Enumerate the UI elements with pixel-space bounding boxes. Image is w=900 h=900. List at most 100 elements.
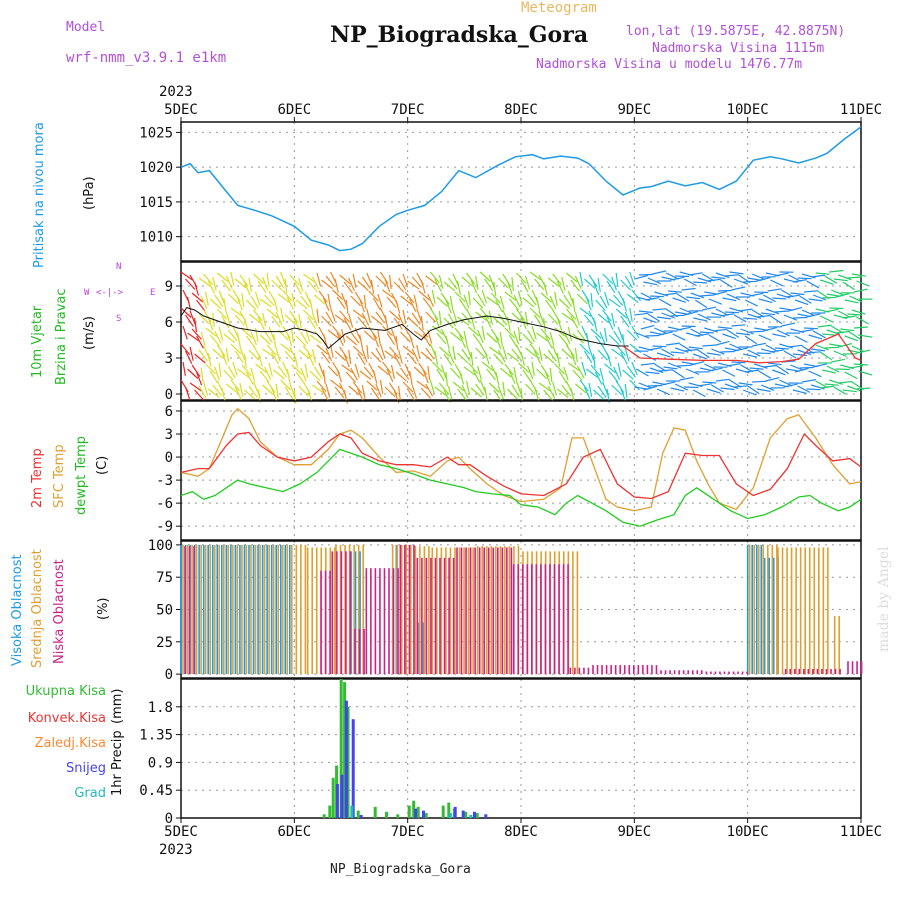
wind-barb [239, 382, 244, 397]
wind-barb [275, 311, 283, 326]
legend-snow: Snijeg [66, 761, 106, 776]
wind-barb [443, 281, 456, 292]
wind-barb [516, 272, 527, 284]
wind-barb [747, 313, 762, 319]
wind-barb [445, 335, 450, 350]
wind-barb [617, 326, 624, 341]
compass-east: E [150, 288, 156, 298]
wind-barb [284, 386, 294, 400]
precip-bar [422, 810, 425, 818]
precip-y-tick-label: 1.35 [139, 728, 173, 744]
wind-barb [815, 272, 830, 275]
precip-bar [414, 808, 418, 818]
wind-barb [300, 331, 309, 345]
wind-barb [811, 274, 826, 278]
wind-barb [583, 386, 591, 401]
wind-barb [552, 345, 559, 360]
wind-barb [668, 290, 683, 293]
wind-barb [858, 370, 873, 376]
wind-barb [447, 277, 458, 290]
x-top-year-label: 2023 [159, 84, 193, 100]
wind-barb [538, 310, 545, 325]
wind-barb [266, 308, 279, 319]
model-altitude: Nadmorska Visina u modelu 1476.77m [536, 57, 803, 72]
wind-barb [574, 275, 582, 290]
wind-barb [447, 349, 455, 364]
wind-barb [613, 366, 621, 380]
wind-barb [570, 315, 579, 329]
wind-barb [250, 331, 258, 346]
wind-barb [194, 353, 206, 364]
wind-barb [692, 389, 706, 398]
wind-barb [196, 335, 204, 349]
wind-barb [547, 385, 556, 399]
wind-barb [679, 307, 693, 315]
precip-bar [412, 800, 416, 818]
wind-barb [332, 325, 342, 338]
wind-barb [262, 276, 269, 291]
wind-barb [670, 276, 685, 281]
wind-barb [706, 278, 721, 282]
wind-barb [611, 276, 618, 291]
wind-barb [497, 385, 504, 400]
precip-y-tick-label: 0 [165, 811, 173, 827]
wind-barb [248, 313, 261, 324]
precip-bar [475, 813, 479, 818]
wind-barb [289, 382, 295, 397]
wind-barb [495, 335, 502, 350]
wind-barb [339, 346, 348, 359]
wind-barb [311, 348, 316, 363]
wind-barb [661, 312, 675, 319]
wind-barb [409, 370, 413, 385]
wind-barb [330, 379, 342, 390]
wind-barb [282, 325, 291, 339]
wind-barb [187, 332, 200, 342]
wind-barb [554, 291, 558, 306]
wind-barb [840, 328, 855, 332]
temperature-y-tick-label: -6 [156, 496, 173, 512]
wind-barb [838, 380, 853, 384]
wind-barb [713, 328, 728, 332]
wind-barb [241, 328, 253, 339]
wind-barb [298, 385, 309, 397]
wind-barb [826, 365, 840, 373]
wind-barb [699, 294, 714, 297]
wind-barb [389, 382, 398, 396]
wind-barb [615, 344, 626, 356]
sfc-temp-line [180, 407, 862, 512]
wind-barb [205, 327, 218, 337]
wind-barb [726, 329, 740, 338]
wind-barb [688, 346, 703, 350]
wind-barb [443, 317, 454, 329]
wind-barb [266, 380, 276, 393]
wind-barb [180, 271, 193, 281]
wind-barb [638, 310, 653, 314]
wind-barb [774, 272, 789, 277]
wind-barb [540, 292, 553, 303]
wind-barb [733, 278, 748, 285]
wind-barb [339, 274, 351, 285]
wind-barb [400, 331, 411, 343]
wind-barb [783, 383, 798, 388]
wind-barb [715, 272, 730, 279]
wind-barb [849, 331, 862, 341]
wind-barb [191, 292, 204, 303]
wind-barb [393, 353, 402, 367]
wind-barb [762, 294, 776, 303]
wind-barb [252, 381, 260, 396]
wind-barb [377, 293, 383, 308]
wind-barb [522, 333, 533, 345]
clouds-y-tick-label: 0 [165, 667, 173, 683]
wind-barb [216, 344, 226, 357]
wind-barb [588, 346, 595, 361]
wind-barb [833, 386, 847, 395]
compass-north: N [116, 262, 122, 272]
wind-barb [518, 362, 530, 373]
wind-barb [298, 277, 304, 292]
wind-barb [527, 329, 536, 343]
wind-barb [513, 330, 520, 345]
wind-barb [743, 280, 758, 283]
wind-barb [835, 368, 850, 371]
wind-barb [341, 292, 348, 307]
wind-barb [842, 315, 857, 319]
